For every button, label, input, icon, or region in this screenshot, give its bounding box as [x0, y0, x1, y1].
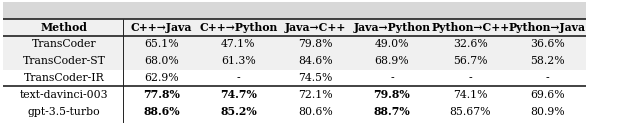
- Text: 88.6%: 88.6%: [143, 106, 180, 117]
- Text: 36.6%: 36.6%: [530, 39, 564, 49]
- Text: text-davinci-003: text-davinci-003: [20, 90, 108, 100]
- Text: Java→Python: Java→Python: [353, 22, 431, 33]
- Text: 68.9%: 68.9%: [374, 56, 410, 66]
- Text: TransCoder-IR: TransCoder-IR: [24, 73, 104, 83]
- Bar: [3, 19, 586, 36]
- Text: 68.0%: 68.0%: [144, 56, 179, 66]
- Text: Method: Method: [40, 22, 88, 33]
- Text: 72.1%: 72.1%: [298, 90, 333, 100]
- Text: 74.1%: 74.1%: [453, 90, 488, 100]
- Text: Python→C++: Python→C++: [431, 22, 509, 33]
- Text: 79.8%: 79.8%: [298, 39, 332, 49]
- Text: 61.3%: 61.3%: [221, 56, 256, 66]
- Text: 79.8%: 79.8%: [374, 89, 410, 100]
- Bar: [3, 36, 586, 53]
- Text: -: -: [390, 73, 394, 83]
- Bar: [3, 86, 586, 103]
- Text: 69.6%: 69.6%: [530, 90, 564, 100]
- Text: Python→Java: Python→Java: [509, 22, 586, 33]
- Text: 65.1%: 65.1%: [144, 39, 179, 49]
- Text: 80.6%: 80.6%: [298, 107, 333, 117]
- Text: Java→C++: Java→C++: [285, 22, 346, 33]
- Text: -: -: [468, 73, 472, 83]
- Text: 32.6%: 32.6%: [453, 39, 488, 49]
- Bar: [3, 70, 586, 86]
- Text: -: -: [545, 73, 549, 83]
- Text: C++→Java: C++→Java: [131, 22, 192, 33]
- Text: 49.0%: 49.0%: [375, 39, 409, 49]
- Text: 74.7%: 74.7%: [220, 89, 257, 100]
- Text: 85.2%: 85.2%: [220, 106, 257, 117]
- Bar: [3, 103, 586, 120]
- Text: 77.8%: 77.8%: [143, 89, 180, 100]
- Text: TransCoder: TransCoder: [32, 39, 96, 49]
- Text: 85.67%: 85.67%: [450, 107, 491, 117]
- Text: 74.5%: 74.5%: [298, 73, 332, 83]
- Text: 62.9%: 62.9%: [144, 73, 179, 83]
- Text: -: -: [237, 73, 240, 83]
- Bar: [3, 53, 586, 70]
- Text: gpt-3.5-turbo: gpt-3.5-turbo: [28, 107, 100, 117]
- Text: 58.2%: 58.2%: [530, 56, 564, 66]
- Text: 80.9%: 80.9%: [530, 107, 564, 117]
- Text: 84.6%: 84.6%: [298, 56, 333, 66]
- Text: C++→Python: C++→Python: [199, 22, 278, 33]
- Text: 47.1%: 47.1%: [221, 39, 255, 49]
- Text: TransCoder-ST: TransCoder-ST: [22, 56, 106, 66]
- Text: 56.7%: 56.7%: [453, 56, 488, 66]
- Text: 88.7%: 88.7%: [374, 106, 410, 117]
- Bar: [3, 2, 586, 19]
